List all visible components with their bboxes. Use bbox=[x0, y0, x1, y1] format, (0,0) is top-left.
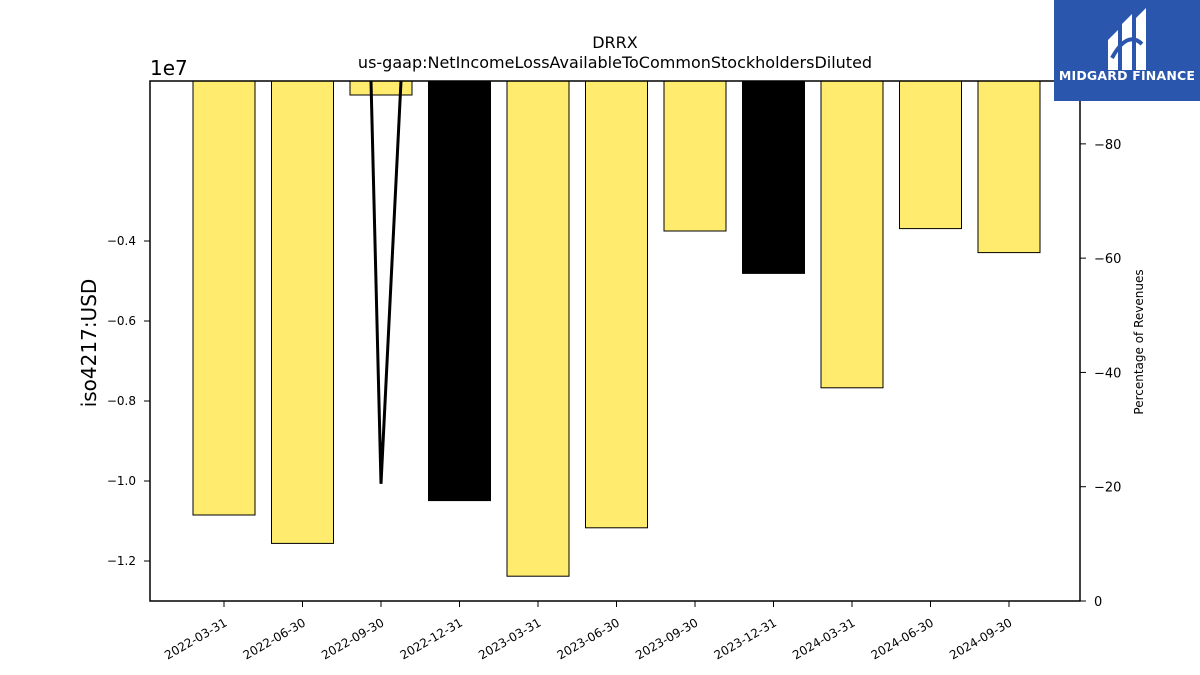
bars bbox=[192, 80, 1041, 577]
bar-2023-12-31 bbox=[742, 80, 805, 274]
y-tick-label: −0.4 bbox=[107, 234, 136, 248]
logo-text: MIDGARD FINANCE bbox=[1058, 68, 1196, 83]
x-tick-label: 2024-03-31 bbox=[790, 615, 857, 662]
y2-tick-label: −60 bbox=[1094, 252, 1121, 267]
x-tick-label: 2024-06-30 bbox=[869, 615, 936, 662]
x-tick-label: 2024-09-30 bbox=[947, 615, 1014, 662]
bar-2022-03-31 bbox=[192, 80, 256, 516]
x-tick-label: 2022-12-31 bbox=[398, 615, 465, 662]
y-axis-label: iso4217:USD bbox=[77, 279, 101, 408]
y2-tick-label: −20 bbox=[1094, 481, 1121, 496]
x-tick-label: 2022-09-30 bbox=[319, 615, 386, 662]
bar-2024-06-30 bbox=[899, 80, 962, 230]
x-tick-label: 2022-06-30 bbox=[241, 615, 308, 662]
bar-2024-09-30 bbox=[977, 80, 1041, 254]
y2-tick-label: −80 bbox=[1094, 138, 1121, 153]
bar-2024-03-31 bbox=[820, 80, 884, 389]
bar-2022-09-30 bbox=[349, 80, 413, 96]
midgard-logo-icon bbox=[1108, 8, 1146, 70]
y2-axis: −80 −60 −40 −20 0 bbox=[1080, 138, 1121, 610]
revenue-percentage-series-line bbox=[369, 80, 403, 484]
x-tick-label: 2023-06-30 bbox=[555, 615, 622, 662]
y-scale-label: 1e7 bbox=[150, 56, 188, 80]
y2-tick-label: −40 bbox=[1094, 366, 1121, 381]
x-tick-label: 2022-03-31 bbox=[162, 615, 229, 662]
y-tick-label: −0.8 bbox=[107, 394, 136, 408]
chart-title: DRRX bbox=[592, 33, 638, 52]
bar-2022-06-30 bbox=[271, 80, 334, 544]
y2-axis-label: Percentage of Revenues bbox=[1132, 269, 1146, 414]
x-axis: 2022-03-31 2022-06-30 2022-09-30 2022-12-31… bbox=[162, 601, 1015, 662]
x-tick-label: 2023-09-30 bbox=[633, 615, 700, 662]
y-tick-label: −1.0 bbox=[107, 474, 136, 488]
brand-logo: MIDGARD FINANCE bbox=[1054, 0, 1200, 101]
bar-2022-12-31 bbox=[428, 80, 491, 502]
bar-2023-09-30 bbox=[663, 80, 727, 232]
revenue-percentage-line bbox=[369, 80, 403, 484]
chart-subtitle: us-gaap:NetIncomeLossAvailableToCommonSt… bbox=[358, 53, 872, 72]
y-tick-label: −1.2 bbox=[107, 554, 136, 568]
plot-frame bbox=[149, 80, 1081, 602]
bar-2023-03-31 bbox=[506, 80, 570, 577]
y-axis: −0.4 −0.6 −0.8 −1.0 −1.2 bbox=[107, 234, 150, 568]
x-tick-label: 2023-03-31 bbox=[476, 615, 543, 662]
bar-2023-06-30 bbox=[585, 80, 648, 529]
x-tick-label: 2023-12-31 bbox=[712, 615, 779, 662]
y-tick-label: −0.6 bbox=[107, 314, 136, 328]
y2-tick-label: 0 bbox=[1094, 595, 1102, 610]
